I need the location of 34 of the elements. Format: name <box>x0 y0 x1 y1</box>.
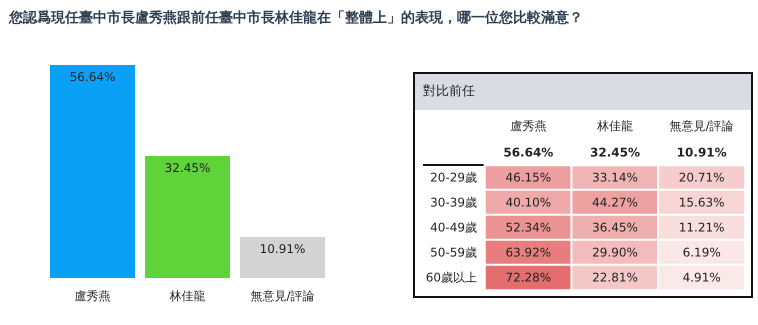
data-label: 33.14% <box>592 170 638 184</box>
chart-title: 您認爲現任臺中市長盧秀燕跟前任臺中市長林佳龍在「整體上」的表現，哪一位您比較滿意？ <box>8 9 583 26</box>
data-label: 6.19% <box>682 246 721 260</box>
data-label: 11.21% <box>678 220 725 234</box>
y-tick-label: 60歲以上 <box>426 270 477 284</box>
data-label: 32.45% <box>164 160 210 175</box>
x-tick-label: 林佳龍 <box>168 289 206 303</box>
data-label: 63.92% <box>505 246 552 260</box>
data-label: 10.91% <box>676 146 727 160</box>
data-label: 4.91% <box>682 270 721 284</box>
data-label: 52.34% <box>505 220 552 234</box>
data-label: 29.90% <box>592 246 638 260</box>
data-label: 36.45% <box>592 220 638 234</box>
data-label: 32.45% <box>590 146 640 160</box>
y-tick-label: 20-29歲 <box>430 170 477 184</box>
x-tick-label: 無意見/評論 <box>670 119 734 133</box>
x-tick-label: 盧秀燕 <box>510 119 546 133</box>
y-tick-label: 40-49歲 <box>430 220 477 234</box>
y-tick-label: 30-39歲 <box>430 196 477 210</box>
data-label: 15.63% <box>678 196 725 210</box>
data-label: 20.71% <box>678 170 725 184</box>
data-label: 46.15% <box>505 170 552 184</box>
data-label: 44.27% <box>592 196 638 210</box>
data-label: 22.81% <box>592 270 638 284</box>
x-tick-label: 無意見/評論 <box>250 289 315 303</box>
data-label: 56.64% <box>503 146 554 160</box>
data-label: 72.28% <box>505 270 552 284</box>
x-tick-label: 盧秀燕 <box>74 289 110 303</box>
x-tick-label: 林佳龍 <box>596 119 633 133</box>
chart-title: 對比前任 <box>415 74 751 110</box>
data-label: 10.91% <box>260 242 306 256</box>
data-label: 40.10% <box>505 196 552 210</box>
data-label: 56.64% <box>70 70 116 84</box>
y-tick-label: 50-59歲 <box>430 246 477 260</box>
